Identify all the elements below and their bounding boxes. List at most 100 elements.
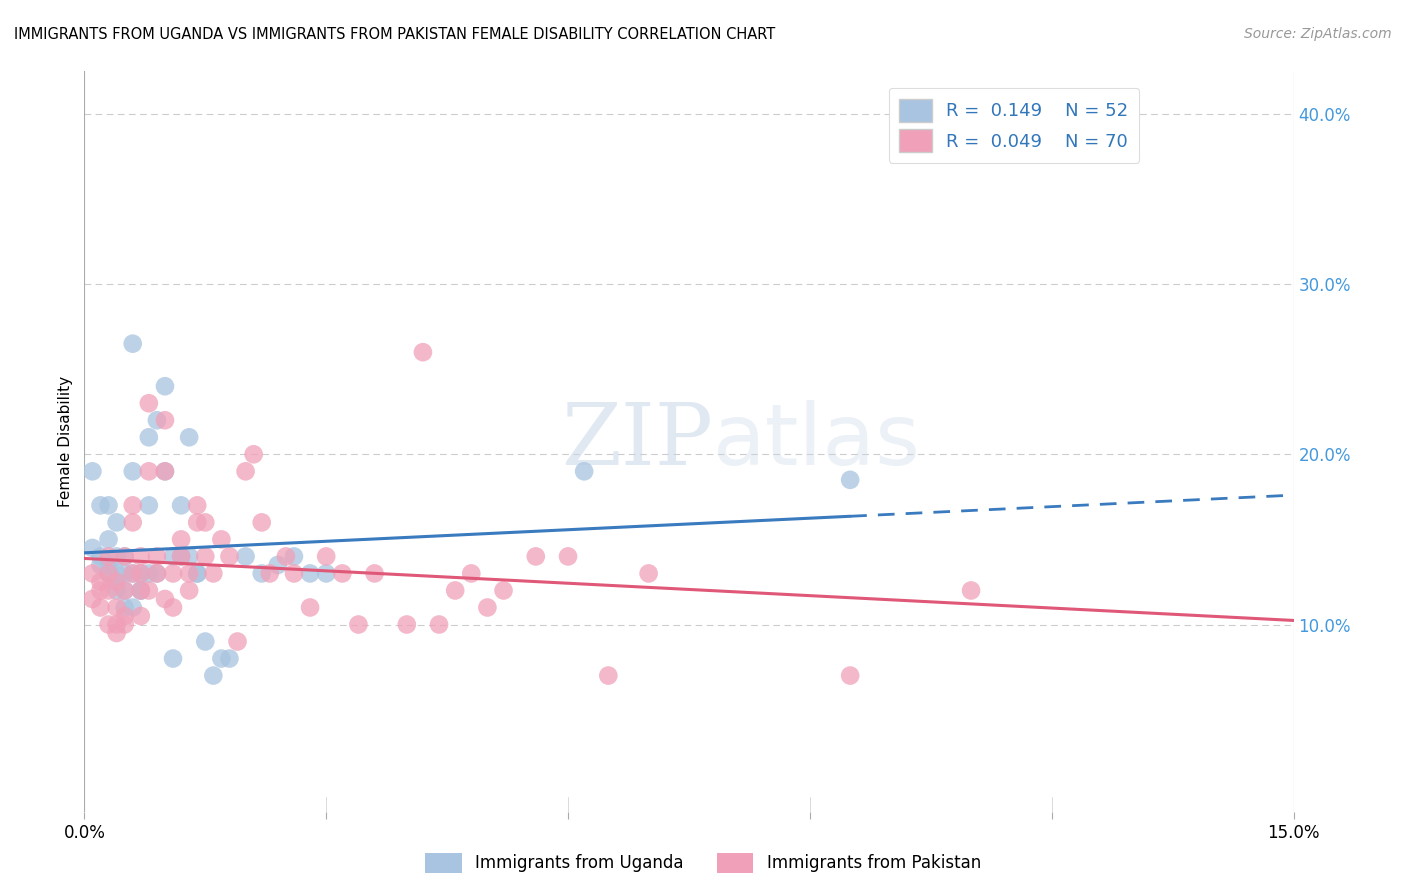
Legend: Immigrants from Uganda, Immigrants from Pakistan: Immigrants from Uganda, Immigrants from … bbox=[419, 847, 987, 880]
Point bbox=[105, 574, 128, 589]
Point bbox=[557, 549, 579, 564]
Point bbox=[138, 396, 160, 410]
Point bbox=[186, 566, 208, 581]
Point bbox=[267, 558, 290, 572]
Y-axis label: Female Disability: Female Disability bbox=[58, 376, 73, 508]
Point bbox=[299, 566, 322, 581]
Point bbox=[114, 549, 136, 564]
Point bbox=[330, 566, 353, 581]
Point bbox=[186, 566, 208, 581]
Point bbox=[412, 345, 434, 359]
Point bbox=[170, 549, 193, 564]
Point bbox=[105, 566, 128, 581]
Point bbox=[121, 464, 143, 478]
Point bbox=[202, 566, 225, 581]
Point bbox=[524, 549, 547, 564]
Point bbox=[114, 583, 136, 598]
Point bbox=[105, 549, 128, 564]
Point bbox=[179, 430, 201, 444]
Point bbox=[146, 566, 169, 581]
Point bbox=[97, 549, 120, 564]
Point bbox=[209, 651, 232, 665]
Point bbox=[114, 549, 136, 564]
Point bbox=[138, 583, 160, 598]
Point bbox=[162, 566, 184, 581]
Point bbox=[129, 549, 152, 564]
Point bbox=[202, 668, 225, 682]
Point bbox=[395, 617, 418, 632]
Text: IMMIGRANTS FROM UGANDA VS IMMIGRANTS FROM PAKISTAN FEMALE DISABILITY CORRELATION: IMMIGRANTS FROM UGANDA VS IMMIGRANTS FRO… bbox=[14, 27, 775, 42]
Point bbox=[153, 413, 176, 427]
Point bbox=[194, 516, 217, 530]
Point bbox=[114, 600, 136, 615]
Point bbox=[146, 413, 169, 427]
Point bbox=[129, 583, 152, 598]
Point bbox=[235, 464, 257, 478]
Point bbox=[250, 566, 273, 581]
Point bbox=[97, 566, 120, 581]
Point bbox=[138, 499, 160, 513]
Point bbox=[186, 499, 208, 513]
Point bbox=[97, 533, 120, 547]
Point bbox=[218, 549, 240, 564]
Point bbox=[138, 566, 160, 581]
Point bbox=[242, 447, 264, 461]
Point bbox=[259, 566, 281, 581]
Point bbox=[105, 583, 128, 598]
Point bbox=[105, 626, 128, 640]
Point bbox=[114, 617, 136, 632]
Point bbox=[138, 430, 160, 444]
Point bbox=[129, 609, 152, 624]
Point bbox=[129, 583, 152, 598]
Point bbox=[121, 499, 143, 513]
Point bbox=[97, 499, 120, 513]
Point bbox=[170, 549, 193, 564]
Point bbox=[129, 566, 152, 581]
Point bbox=[146, 549, 169, 564]
Point bbox=[82, 566, 104, 581]
Point bbox=[218, 651, 240, 665]
Point bbox=[114, 566, 136, 581]
Point bbox=[153, 464, 176, 478]
Point bbox=[89, 583, 111, 598]
Point bbox=[82, 541, 104, 555]
Point bbox=[121, 516, 143, 530]
Point bbox=[839, 473, 862, 487]
Point bbox=[105, 574, 128, 589]
Point bbox=[347, 617, 370, 632]
Point bbox=[283, 566, 305, 581]
Point bbox=[105, 600, 128, 615]
Point bbox=[162, 651, 184, 665]
Point bbox=[315, 566, 337, 581]
Point bbox=[97, 566, 120, 581]
Point bbox=[82, 464, 104, 478]
Point bbox=[105, 617, 128, 632]
Point bbox=[162, 549, 184, 564]
Text: ZIP: ZIP bbox=[561, 400, 713, 483]
Point bbox=[121, 336, 143, 351]
Point bbox=[138, 464, 160, 478]
Point bbox=[444, 583, 467, 598]
Point bbox=[170, 499, 193, 513]
Point bbox=[960, 583, 983, 598]
Point bbox=[839, 668, 862, 682]
Point bbox=[179, 549, 201, 564]
Point bbox=[194, 549, 217, 564]
Point bbox=[492, 583, 515, 598]
Point bbox=[129, 566, 152, 581]
Point bbox=[121, 566, 143, 581]
Point bbox=[129, 583, 152, 598]
Point bbox=[153, 379, 176, 393]
Point bbox=[153, 591, 176, 606]
Point bbox=[114, 609, 136, 624]
Legend: R =  0.149    N = 52, R =  0.049    N = 70: R = 0.149 N = 52, R = 0.049 N = 70 bbox=[889, 87, 1139, 163]
Point bbox=[250, 516, 273, 530]
Point bbox=[89, 499, 111, 513]
Point bbox=[315, 549, 337, 564]
Point bbox=[105, 516, 128, 530]
Point bbox=[170, 533, 193, 547]
Text: atlas: atlas bbox=[713, 400, 921, 483]
Point bbox=[82, 591, 104, 606]
Point bbox=[97, 617, 120, 632]
Point bbox=[89, 558, 111, 572]
